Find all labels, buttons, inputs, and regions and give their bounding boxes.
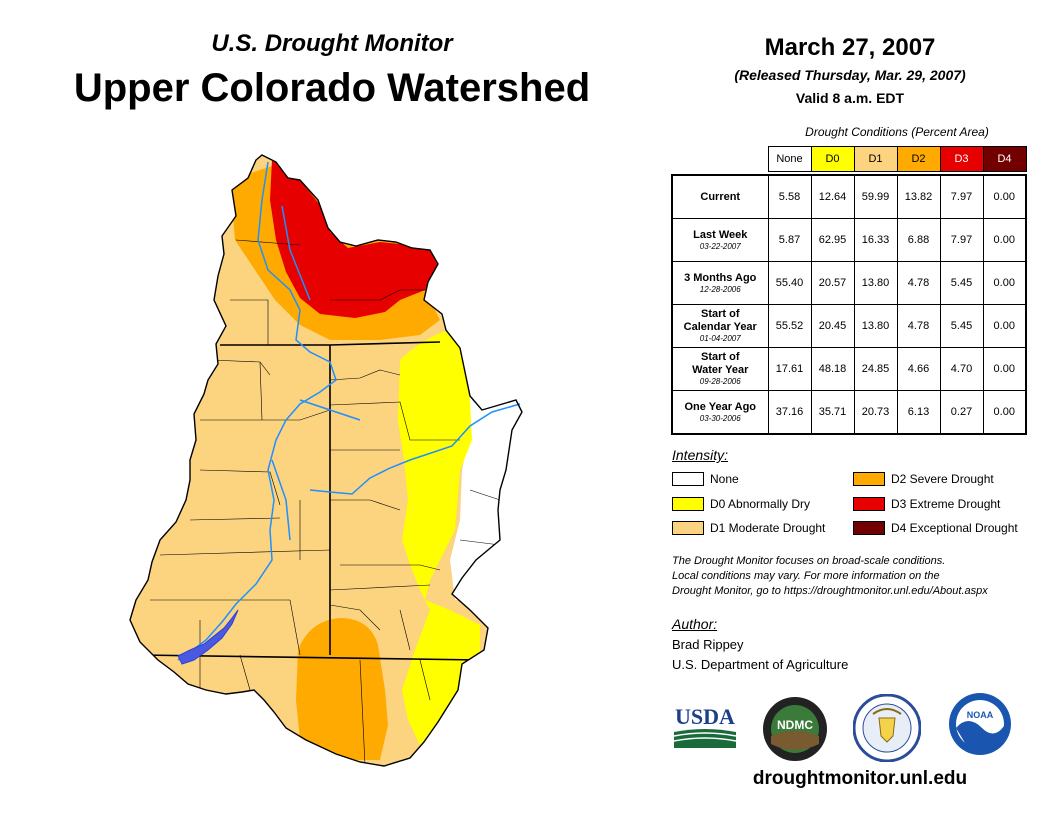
table-cell: 20.73 xyxy=(853,390,898,435)
table-cell: 0.00 xyxy=(982,390,1027,435)
legend-item-d3: D3 Extreme Drought xyxy=(853,496,1000,512)
ndmc-logo: NDMC xyxy=(763,697,827,761)
table-cell: 35.71 xyxy=(810,390,855,435)
author-title: Author: xyxy=(672,616,718,632)
col-none: None xyxy=(767,146,812,172)
row-label: Last Week 03-22-2007 xyxy=(671,218,769,262)
col-d1: D1 xyxy=(853,146,898,172)
table-row: Start of Calendar Year 01-04-2007 55.52 20… xyxy=(671,304,1027,348)
legend-item-d0: D0 Abnormally Dry xyxy=(672,496,810,512)
lake-powell xyxy=(177,609,239,665)
d0-region xyxy=(398,330,480,745)
table-cell: 7.97 xyxy=(939,218,984,262)
table-cell: 20.45 xyxy=(810,304,855,348)
table-cell: 0.00 xyxy=(982,261,1027,305)
row-label: Current xyxy=(671,174,769,219)
table-cell: 13.80 xyxy=(853,304,898,348)
legend-swatch xyxy=(853,472,885,486)
d3-region xyxy=(270,160,440,318)
usda-logo-text: USDA xyxy=(675,704,735,729)
table-cell: 4.70 xyxy=(939,347,984,391)
table-cell: 4.78 xyxy=(896,304,941,348)
website-link[interactable]: droughtmonitor.unl.edu xyxy=(752,768,968,789)
table-cell: 20.57 xyxy=(810,261,855,305)
map-date: March 27, 2007 xyxy=(764,34,936,61)
col-d2: D2 xyxy=(896,146,941,172)
table-cell: 5.45 xyxy=(939,261,984,305)
table-cell: 4.78 xyxy=(896,261,941,305)
drought-map xyxy=(129,154,523,767)
legend-swatch xyxy=(853,497,885,511)
doc-seal xyxy=(853,694,921,762)
legend-swatch xyxy=(672,472,704,486)
noaa-logo: NOAA xyxy=(949,693,1011,755)
author-name: Brad Rippey xyxy=(672,637,744,652)
table-cell: 0.00 xyxy=(982,347,1027,391)
table-cell: 62.95 xyxy=(810,218,855,262)
legend-item-d1: D1 Moderate Drought xyxy=(672,520,825,536)
table-row: Start of Water Year 09-28-2006 17.61 48.18… xyxy=(671,347,1027,391)
table-cell: 55.40 xyxy=(767,261,812,305)
legend-title: Intensity: xyxy=(672,447,729,463)
county-boundaries xyxy=(150,239,501,766)
table-row: 3 Months Ago 12-28-2006 55.40 20.57 13.80… xyxy=(671,261,1027,305)
legend-item-d2: D2 Severe Drought xyxy=(853,471,994,487)
table-cell: 13.80 xyxy=(853,261,898,305)
table-cell: 4.66 xyxy=(896,347,941,391)
table-cell: 12.64 xyxy=(810,174,855,219)
legend-item-d4: D4 Exceptional Drought xyxy=(853,520,1018,536)
row-label: 3 Months Ago 12-28-2006 xyxy=(671,261,769,305)
table-cell: 6.13 xyxy=(896,390,941,435)
table-row: Last Week 03-22-2007 5.87 62.95 16.33 6.8… xyxy=(671,218,1027,262)
legend-swatch xyxy=(672,521,704,535)
col-d4: D4 xyxy=(982,146,1027,172)
table-cell: 0.00 xyxy=(982,304,1027,348)
table-caption: Drought Conditions (Percent Area) xyxy=(805,125,989,139)
table-cell: 59.99 xyxy=(853,174,898,219)
table-cell: 13.82 xyxy=(896,174,941,219)
noaa-logo-text: NOAA xyxy=(967,710,994,720)
map-subtitle: U.S. Drought Monitor xyxy=(211,30,453,57)
legend-item-none: None xyxy=(672,471,739,487)
col-d0: D0 xyxy=(810,146,855,172)
map-title: Upper Colorado Watershed xyxy=(73,66,591,110)
table-cell: 16.33 xyxy=(853,218,898,262)
disclaimer-note: The Drought Monitor focuses on broad-sca… xyxy=(672,555,988,597)
table-cell: 55.52 xyxy=(767,304,812,348)
usda-logo: USDA xyxy=(673,704,737,748)
row-label: Start of Calendar Year 01-04-2007 xyxy=(671,304,769,348)
table-row: One Year Ago 03-30-2006 37.16 35.71 20.73… xyxy=(671,390,1027,435)
author-org: U.S. Department of Agriculture xyxy=(672,657,849,672)
table-cell: 0.27 xyxy=(939,390,984,435)
table-cell: 0.00 xyxy=(982,174,1027,219)
valid-time: Valid 8 a.m. EDT xyxy=(795,90,905,106)
table-cell: 37.16 xyxy=(767,390,812,435)
table-cell: 5.87 xyxy=(767,218,812,262)
table-cell: 7.97 xyxy=(939,174,984,219)
row-label: One Year Ago 03-30-2006 xyxy=(671,390,769,435)
col-d3: D3 xyxy=(939,146,984,172)
d2-region-south xyxy=(296,618,388,760)
table-cell: 5.45 xyxy=(939,304,984,348)
legend-swatch xyxy=(853,521,885,535)
ndmc-logo-text: NDMC xyxy=(777,718,813,732)
drought-conditions-table: None D0 D1 D2 D3 D4 Current 5.58 12.64 5… xyxy=(671,146,1027,435)
table-cell: 5.58 xyxy=(767,174,812,219)
table-cell: 24.85 xyxy=(853,347,898,391)
rivers xyxy=(177,161,521,661)
table-row: Current 5.58 12.64 59.99 13.82 7.97 0.00 xyxy=(671,174,1027,219)
table-cell: 17.61 xyxy=(767,347,812,391)
row-label: Start of Water Year 09-28-2006 xyxy=(671,347,769,391)
table-cell: 0.00 xyxy=(982,218,1027,262)
release-date: (Released Thursday, Mar. 29, 2007) xyxy=(734,67,966,83)
table-cell: 48.18 xyxy=(810,347,855,391)
table-cell: 6.88 xyxy=(896,218,941,262)
legend-swatch xyxy=(672,497,704,511)
